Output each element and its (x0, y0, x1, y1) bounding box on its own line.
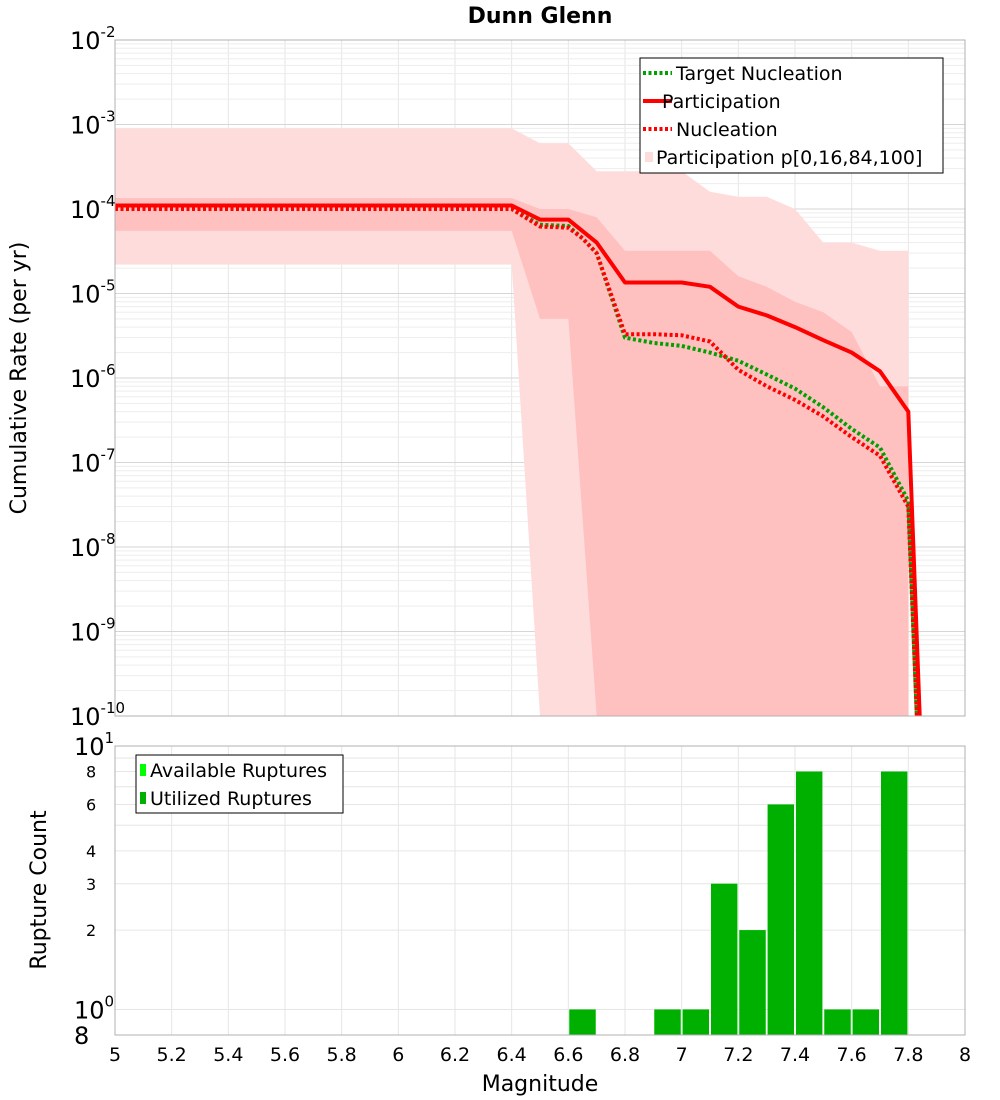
chart-title: Dunn Glenn (468, 4, 613, 29)
x-tick-label: 7.4 (780, 1044, 810, 1066)
rate-plot: Target Nucleation Participation Nucleation… (114, 39, 966, 717)
rate-y-tick-label: 10-4 (70, 192, 116, 224)
x-tick-label: 5.4 (213, 1044, 243, 1066)
count-legend-label: Available Ruptures (150, 760, 327, 782)
count-y-tick-label: 8 (86, 763, 96, 782)
rate-legend-label: Participation p[0,16,84,100] (656, 147, 922, 169)
count-y-tick-label: 100 (74, 992, 114, 1024)
x-tick-label: 6.6 (553, 1044, 583, 1066)
x-tick-label: 5.6 (270, 1044, 300, 1066)
count-legend-box (135, 754, 344, 814)
rate-y-tick-label: 10-7 (70, 446, 116, 478)
count-legend: Available Ruptures Utilized Ruptures (135, 754, 344, 814)
utilized-ruptures-bar (767, 804, 794, 1035)
legend-swatch-participation-band (645, 152, 653, 162)
utilized-ruptures-bar (881, 771, 908, 1035)
x-tick-label: 6 (392, 1044, 404, 1066)
count-legend-label: Utilized Ruptures (150, 788, 312, 810)
legend-swatch-available (140, 764, 146, 776)
x-tick-label: 7.8 (893, 1044, 923, 1066)
rate-y-tick-label: 10-9 (70, 615, 116, 647)
nucleation-line (115, 207, 919, 717)
x-axis-label: Magnitude (482, 1072, 599, 1097)
utilized-ruptures-bar (852, 1009, 879, 1035)
rate-legend-label: Nucleation (676, 119, 778, 141)
x-tick-label: 5.8 (327, 1044, 357, 1066)
utilized-ruptures-bar (796, 771, 823, 1035)
rate-y-tick-label: 10-3 (70, 108, 116, 140)
utilized-ruptures-bar (654, 1009, 681, 1035)
utilized-ruptures-bar (824, 1009, 851, 1035)
count-y-tick-label: 3 (86, 875, 96, 894)
rate-y-tick-label: 10-2 (70, 23, 116, 55)
x-tick-label: 5 (109, 1044, 121, 1066)
count-y-tick-label: 101 (74, 729, 114, 761)
x-tick-label: 7 (676, 1044, 688, 1066)
rate-plot-frame (114, 39, 966, 717)
utilized-ruptures-bar (569, 1009, 596, 1035)
x-tick-label: 6.4 (497, 1044, 527, 1066)
legend-swatch-utilized (140, 792, 146, 804)
x-tick-label: 7.6 (837, 1044, 867, 1066)
count-y-tick-label: 6 (86, 795, 96, 814)
count-y-tick-label: 8 (74, 1022, 89, 1050)
x-tick-label: 8 (959, 1044, 971, 1066)
count-y-tick-label: 2 (86, 921, 96, 940)
count-plot-frame (114, 745, 966, 1036)
count-y-axis-label: Rupture Count (27, 810, 52, 970)
rate-y-tick-label: 10-6 (70, 361, 116, 393)
count-y-tick-label: 4 (86, 842, 96, 861)
rate-legend: Target Nucleation Participation Nucleation… (639, 57, 944, 174)
utilized-ruptures-bar (682, 1009, 709, 1035)
rate-y-axis-label: Cumulative Rate (per yr) (7, 242, 32, 515)
participation-band-inner (115, 198, 909, 716)
participation-line (115, 203, 922, 717)
rate-legend-label: Target Nucleation (675, 63, 843, 85)
rate-legend-box (639, 57, 944, 174)
x-tick-label: 6.8 (610, 1044, 640, 1066)
utilized-ruptures-bar (739, 930, 766, 1035)
count-plot: Available Ruptures Utilized Ruptures (114, 745, 966, 1036)
rate-legend-label: Participation (662, 91, 781, 113)
x-tick-label: 6.2 (440, 1044, 470, 1066)
utilized-ruptures-bar (711, 883, 738, 1035)
rate-y-tick-label: 10-8 (70, 530, 116, 562)
rate-y-tick-label: 10-5 (70, 277, 116, 309)
rate-y-tick-label: 10-10 (70, 699, 125, 731)
x-tick-label: 7.2 (723, 1044, 753, 1066)
x-tick-label: 5.2 (157, 1044, 187, 1066)
